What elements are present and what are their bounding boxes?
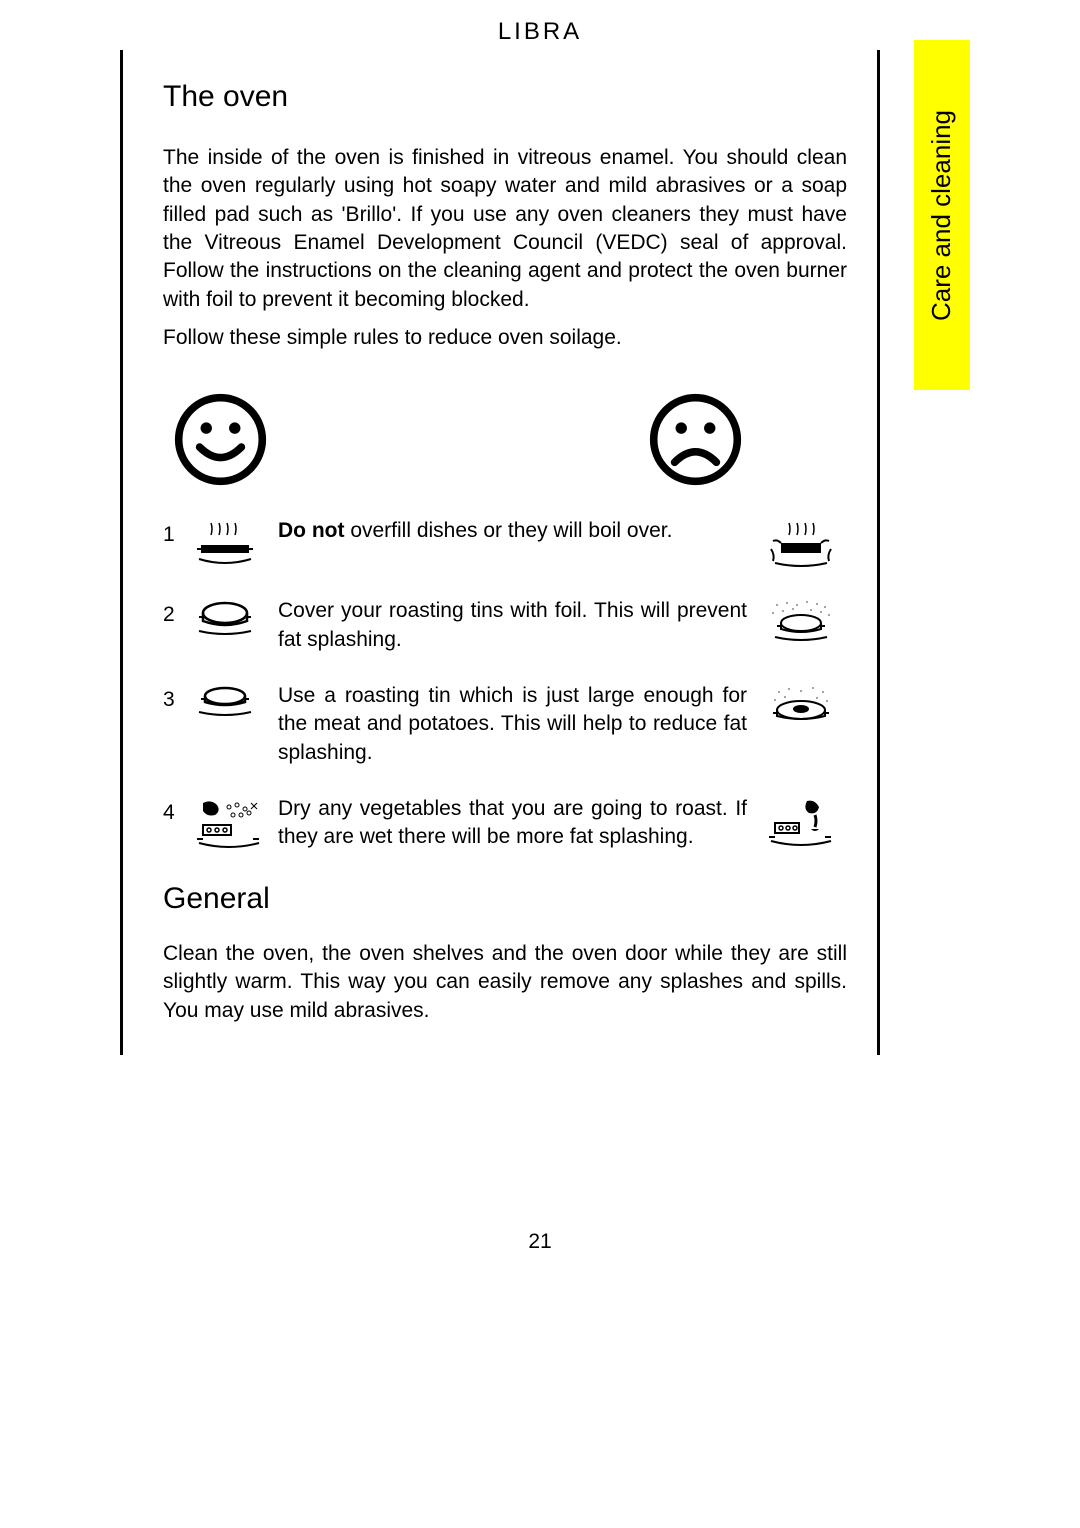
rule-row: 2 Cover your roasting tins with foil. Th… (163, 597, 847, 654)
manual-page: LIBRA Care and cleaning The oven The ins… (0, 0, 1080, 1528)
large-tin-splash-icon (767, 682, 847, 729)
rule-text: Dry any vegetables that you are going to… (278, 795, 767, 852)
rule-row: 4 (163, 795, 847, 852)
rule-row: 1 Do not overfill dishes or they will bo… (163, 517, 847, 569)
covered-tin-icon (193, 597, 278, 639)
rule-text: Cover your roasting tins with foil. This… (278, 597, 767, 654)
rule-number: 4 (163, 795, 193, 825)
wet-veg-icon (767, 795, 847, 852)
rule-number: 2 (163, 597, 193, 627)
oven-paragraph-2: Follow these simple rules to reduce oven… (163, 324, 847, 352)
small-tin-icon (193, 682, 278, 719)
section-title-oven: The oven (163, 80, 847, 114)
sad-face-icon (648, 392, 743, 487)
rules-list: 1 Do not overfill dishes or they will bo… (163, 517, 847, 852)
side-tab: Care and cleaning (914, 40, 970, 390)
rule-bold-lead: Do not (278, 519, 344, 542)
oven-paragraph-1: The inside of the oven is finished in vi… (163, 144, 847, 314)
happy-face-icon (173, 392, 268, 487)
dry-veg-icon (193, 795, 278, 852)
splashing-tin-icon (767, 597, 847, 644)
dish-steam-icon (193, 517, 278, 569)
rule-number: 1 (163, 517, 193, 547)
rule-number: 3 (163, 682, 193, 712)
faces-row (173, 392, 847, 487)
rule-text: Use a roasting tin which is just large e… (278, 682, 767, 767)
content-frame: The oven The inside of the oven is finis… (120, 50, 880, 1055)
dish-overflow-icon (767, 517, 847, 569)
rule-body: overfill dishes or they will boil over. (344, 519, 672, 542)
rule-text: Do not overfill dishes or they will boil… (278, 517, 767, 545)
general-paragraph: Clean the oven, the oven shelves and the… (163, 940, 847, 1025)
rule-row: 3 Use a roasting tin which is just large… (163, 682, 847, 767)
page-number: 21 (0, 1230, 1080, 1254)
section-title-general: General (163, 882, 847, 916)
side-tab-label: Care and cleaning (927, 109, 958, 320)
